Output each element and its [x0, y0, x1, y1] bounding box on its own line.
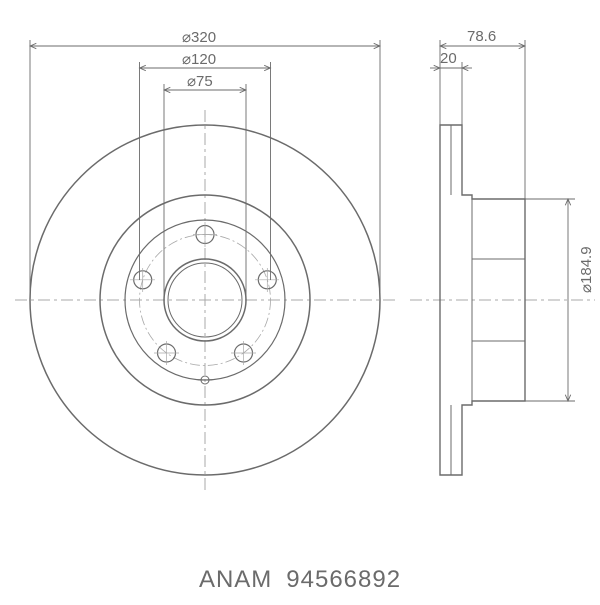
dim-bore: ⌀75 [187, 72, 213, 90]
dim-hub-diameter: ⌀184.9 [577, 246, 595, 293]
dim-disc-thickness: 20 [440, 50, 457, 67]
dim-outer-diameter: ⌀320 [182, 28, 216, 46]
dim-overall-depth: 78.6 [467, 28, 496, 45]
brand-label: ANAM [199, 566, 272, 593]
footer: ANAM 94566892 [0, 566, 600, 594]
front-view [15, 40, 395, 490]
drawing-canvas [0, 0, 600, 600]
part-number: 94566892 [286, 566, 401, 593]
dim-bolt-circle: ⌀120 [182, 50, 216, 68]
side-view [410, 40, 595, 475]
